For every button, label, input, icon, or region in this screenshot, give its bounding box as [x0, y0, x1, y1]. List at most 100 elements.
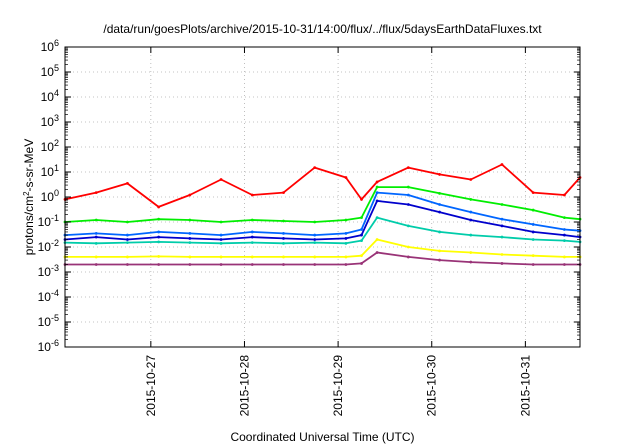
data-point	[375, 199, 379, 203]
data-point	[126, 241, 129, 244]
data-point	[469, 233, 473, 237]
data-point	[219, 220, 223, 224]
y-axis-label-sup: 2	[22, 191, 31, 196]
data-point	[313, 241, 317, 244]
data-point	[188, 231, 192, 235]
data-point	[438, 210, 441, 214]
data-point	[406, 255, 410, 259]
y-axis-label: protons/cm2-s-sr-MeV	[22, 139, 37, 255]
data-point	[500, 224, 504, 228]
data-point	[250, 193, 254, 197]
data-point	[531, 254, 535, 258]
data-point	[219, 255, 223, 259]
data-point	[219, 233, 223, 237]
y-axis-label-rest: -s-sr-MeV	[22, 139, 36, 192]
data-point	[438, 203, 441, 206]
data-point	[469, 251, 473, 254]
data-point	[157, 255, 161, 258]
data-point	[531, 238, 535, 241]
y-tick-label: 10-6	[38, 338, 59, 354]
data-point	[375, 238, 379, 241]
data-point	[313, 238, 317, 241]
data-point	[94, 218, 98, 222]
data-point	[94, 255, 98, 259]
data-point	[375, 251, 379, 254]
data-point	[126, 181, 129, 185]
data-point	[126, 238, 129, 241]
data-point	[375, 216, 379, 219]
data-point	[313, 220, 317, 224]
y-tick-label: 105	[41, 63, 59, 79]
data-point	[250, 235, 254, 239]
data-point	[313, 166, 317, 169]
y-tick-label: 101	[41, 163, 59, 179]
x-tick-label: 2015-10-30	[425, 355, 439, 417]
series-6	[63, 238, 582, 259]
data-point	[469, 218, 473, 222]
y-tick-label: 10-4	[38, 288, 59, 304]
data-point	[219, 238, 223, 241]
y-tick-label: 106	[41, 38, 59, 54]
y-axis-label-base: protons/cm	[22, 196, 36, 255]
data-point	[126, 220, 129, 224]
data-point	[282, 255, 285, 259]
series-3	[63, 191, 582, 237]
data-point	[188, 237, 192, 240]
series-line	[64, 163, 581, 208]
data-point	[469, 178, 473, 181]
series-2	[63, 185, 582, 224]
data-point	[562, 228, 566, 231]
data-point	[344, 237, 348, 240]
data-point	[157, 263, 161, 266]
data-point	[406, 193, 410, 197]
data-point	[250, 255, 254, 259]
data-point	[406, 185, 410, 189]
data-point	[219, 263, 223, 266]
data-point	[360, 216, 363, 219]
data-point	[282, 237, 285, 240]
series-4	[63, 199, 582, 241]
data-point	[500, 235, 504, 239]
data-point	[360, 233, 363, 237]
data-point	[157, 230, 161, 234]
data-point	[250, 241, 254, 244]
y-tick-label: 104	[41, 88, 59, 104]
y-tick-label: 10-3	[38, 263, 59, 279]
x-tick-label: 2015-10-31	[518, 355, 532, 417]
data-point	[250, 218, 254, 222]
series-group	[63, 163, 582, 266]
data-point	[438, 249, 441, 253]
data-point	[469, 260, 473, 264]
data-point	[360, 228, 363, 231]
data-point	[406, 166, 410, 169]
data-point	[282, 219, 285, 223]
data-point	[344, 263, 348, 266]
y-tick-label: 103	[41, 113, 59, 129]
data-point	[438, 191, 441, 195]
data-point	[469, 198, 473, 201]
data-point	[531, 223, 535, 226]
data-point	[126, 263, 129, 266]
data-point	[188, 255, 192, 259]
data-point	[438, 173, 441, 176]
data-point	[360, 198, 363, 201]
data-point	[188, 193, 192, 197]
data-point	[219, 241, 223, 245]
data-point	[344, 176, 348, 179]
y-tick-label: 10-2	[38, 238, 59, 254]
data-point	[562, 239, 566, 243]
data-point	[438, 258, 441, 262]
data-point	[531, 208, 535, 212]
data-point	[375, 185, 379, 189]
data-point	[219, 178, 223, 181]
data-point	[157, 235, 161, 239]
data-point	[531, 263, 535, 266]
data-point	[313, 255, 317, 259]
series-line	[64, 191, 581, 237]
data-point	[500, 163, 504, 166]
data-point	[126, 255, 129, 259]
data-point	[94, 191, 98, 194]
data-point	[313, 233, 317, 237]
data-point	[562, 233, 566, 237]
